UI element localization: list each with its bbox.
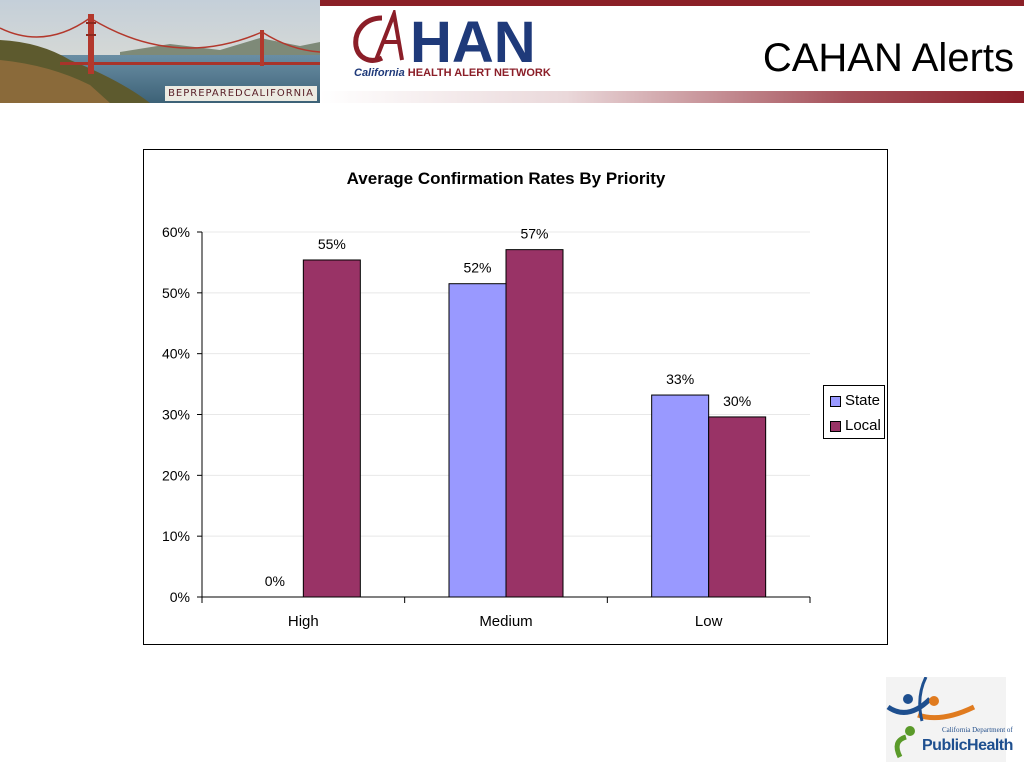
cahan-logo: HAN [350,6,560,85]
bar-state [651,394,710,598]
logo-subtitle: California HEALTH ALERT NETWORK [354,67,551,79]
bar-local [505,249,564,598]
legend-label: Local [845,417,881,434]
slide-title: CAHAN Alerts [762,36,1014,80]
golden-gate-illustration [0,0,320,103]
golden-gate-photo: BEPREPAREDCALIFORNIA [0,0,320,103]
legend-item-local: Local [830,417,881,435]
bar-state [448,283,507,598]
header-top-band [320,0,1024,6]
x-tick-label: Low [695,613,723,630]
y-tick-label: 30% [162,407,190,423]
x-tick-label: Medium [479,613,532,630]
legend-swatch [830,420,841,432]
y-tick-label: 0% [170,589,190,605]
chart-title: Average Confirmation Rates By Priority [347,169,666,188]
be-prepared-california-banner: BEPREPAREDCALIFORNIA [165,86,317,101]
data-label: 0% [265,573,285,589]
bar-local [708,416,767,598]
y-tick-label: 50% [162,285,190,301]
data-label: 57% [520,226,548,242]
logo-subtitle-network: HEALTH ALERT NETWORK [407,67,551,79]
bar-local [302,259,361,598]
cahan-logo-mark: HAN [353,6,536,75]
cahan-logo-text: HAN [410,10,536,70]
chart-legend: State Local [823,385,885,439]
bar-chart: Average Confirmation Rates By Priority 0%… [162,169,811,630]
y-tick-label: 60% [162,224,190,240]
chart-frame: Average Confirmation Rates By Priority 0%… [143,149,888,645]
data-label: 55% [318,236,346,252]
logo-subtitle-california: California [354,67,405,79]
cdph-figures-icon [886,676,976,759]
x-tick-label: High [288,613,319,630]
data-label: 30% [723,393,751,409]
y-tick-label: 40% [162,346,190,362]
legend-label: State [845,392,881,409]
y-tick-label: 10% [162,528,190,544]
cdph-small-text: California Department of [942,726,1013,734]
header-gradient-band [320,91,1024,103]
cdph-big-text: PublicHealth [922,737,1013,754]
cdph-logo: California Department of PublicHealth [886,676,1013,762]
data-label: 33% [666,371,694,387]
legend-item-state: State [830,392,880,410]
y-tick-label: 20% [162,467,190,483]
data-label: 52% [463,260,491,276]
legend-swatch [830,395,841,407]
